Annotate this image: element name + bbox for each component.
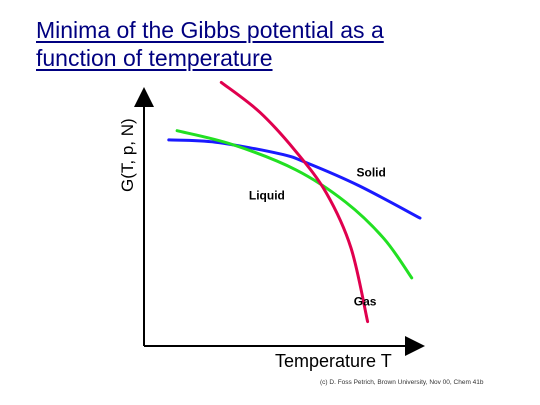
slide-title-line-2: function of temperature (36, 45, 273, 71)
slide-title: Minima of the Gibbs potential as a funct… (36, 16, 384, 72)
series-line-solid (167, 138, 422, 220)
series-label-liquid: Liquid (249, 189, 285, 203)
series-label-gas: Gas (354, 295, 377, 309)
series-line-liquid (175, 129, 414, 280)
y-axis-label: G(T, p, N) (118, 118, 137, 192)
x-axis-label: Temperature T (275, 351, 392, 371)
series-layer (167, 80, 422, 324)
series-label-solid: Solid (357, 166, 386, 180)
slide-title-line-1: Minima of the Gibbs potential as a (36, 17, 384, 43)
series-line-gas (219, 80, 370, 324)
copyright-credit: (c) D. Foss Petrich, Brown University, N… (320, 379, 484, 386)
series-label-layer: Solid Liquid Gas (249, 166, 386, 309)
